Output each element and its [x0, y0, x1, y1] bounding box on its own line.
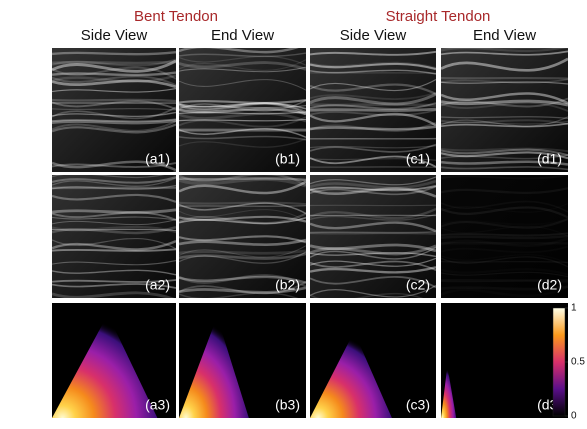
gap — [0, 298, 587, 303]
panel: (a3) — [52, 303, 176, 418]
panel: (d3) — [441, 303, 568, 418]
panel: (a2) — [52, 172, 176, 300]
figure: Bent Tendon Straight Tendon Side View End V… — [0, 0, 587, 429]
gap — [0, 418, 587, 429]
panel-label: (a2) — [145, 277, 170, 293]
panel: (b1) — [179, 44, 306, 172]
colorbar-tick-label: 0 — [571, 411, 577, 422]
fiber — [441, 78, 568, 79]
panel: (b2) — [179, 174, 306, 302]
panel: (d2) — [441, 175, 568, 298]
colorbar-tick-label: 1 — [571, 303, 577, 314]
gap — [0, 172, 587, 175]
view-title: Side View — [340, 27, 407, 44]
gap — [0, 40, 52, 429]
panel: (b3) — [179, 303, 306, 418]
fiber — [441, 262, 568, 263]
fiber — [310, 109, 436, 110]
panel-label: (c2) — [406, 277, 430, 293]
gap — [176, 40, 179, 429]
panel: (a1) — [52, 48, 176, 172]
group-title: Straight Tendon — [386, 8, 491, 25]
gap — [306, 40, 310, 429]
panel: (d1) — [441, 47, 568, 172]
gap — [568, 40, 587, 429]
fiber — [179, 203, 306, 205]
view-title: End View — [211, 27, 274, 44]
panel-label: (b3) — [275, 397, 300, 413]
gap — [437, 40, 441, 429]
fiber — [310, 104, 436, 105]
fiber — [310, 233, 436, 234]
panel-label: (c1) — [406, 151, 430, 167]
fiber — [179, 206, 306, 207]
fiber — [52, 100, 176, 101]
fiber — [52, 187, 176, 188]
view-title: Side View — [81, 27, 148, 44]
panel-label: (b2) — [275, 277, 300, 293]
panel-label: (c3) — [406, 397, 430, 413]
panel: (c1) — [310, 48, 436, 172]
panel: (c2) — [310, 175, 436, 305]
group-title: Bent Tendon — [134, 8, 218, 25]
panel-label: (a3) — [145, 397, 170, 413]
panel-label: (a1) — [145, 151, 170, 167]
panel-label: (d2) — [537, 277, 562, 293]
panel: (c3) — [310, 303, 436, 418]
page: Bent Tendon Straight Tendon Side View End V… — [0, 0, 587, 429]
colorbar-tick-label: 0.5 — [571, 357, 585, 368]
panel-label: (d1) — [537, 151, 562, 167]
colorbar — [553, 308, 565, 416]
panel-label: (b1) — [275, 151, 300, 167]
view-title: End View — [473, 27, 536, 44]
